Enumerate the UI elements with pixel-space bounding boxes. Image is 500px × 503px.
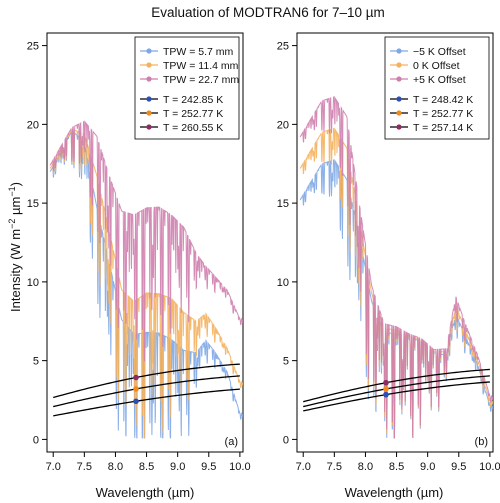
y-tick-label: 10 — [277, 277, 289, 289]
legend-marker — [396, 48, 402, 54]
x-tick-label: 10.0 — [479, 461, 500, 473]
legend-marker — [396, 96, 402, 102]
blackbody-curve — [303, 381, 490, 412]
y-tick-label: 15 — [27, 198, 39, 210]
x-axis-label-right: Wavelength (µm) — [345, 485, 444, 500]
x-axis-label-left: Wavelength (µm) — [96, 485, 195, 500]
temperature-marker — [383, 379, 389, 386]
y-tick-label: 10 — [27, 277, 39, 289]
legend-marker — [146, 62, 152, 68]
legend-label: −5 K Offset — [413, 46, 466, 58]
x-tick-label: 7.5 — [327, 461, 342, 473]
legend-label: T = 242.85 K — [163, 94, 223, 106]
legend-box — [134, 36, 240, 140]
y-axis-label-sup1: −2 — [7, 219, 17, 229]
blackbody-curve — [303, 375, 490, 408]
legend-label: T = 252.77 K — [163, 108, 223, 120]
blackbody-curve — [53, 375, 240, 408]
panel-b: 7.0 7.5 8.0 8.5 9.0 9.5 10.0 0 5 10 15 20 25 (b) −5 K … — [277, 32, 500, 473]
x-tick-label: 8.5 — [389, 461, 404, 473]
y-tick-label: 0 — [283, 434, 289, 446]
panel-label: (a) — [225, 436, 238, 448]
blackbody-curve — [53, 363, 240, 399]
x-tick-label: 9.5 — [201, 461, 216, 473]
x-tick-label: 8.0 — [358, 461, 373, 473]
y-tick-label: 25 — [27, 41, 39, 53]
panel-label: (b) — [475, 436, 488, 448]
legend-label: 0 K Offset — [413, 60, 460, 72]
temperature-marker — [383, 386, 389, 392]
plot-frame — [46, 32, 244, 453]
legend-marker — [146, 96, 152, 102]
x-tick-label: 8.5 — [139, 461, 154, 473]
legend-label: T = 252.77 K — [413, 108, 473, 120]
y-tick-label: 15 — [277, 198, 289, 210]
y-tick-label: 20 — [27, 119, 39, 131]
y-axis-label: Intensity (W m−2 µm−1) — [7, 182, 23, 312]
panel-a: 7.0 7.5 8.0 8.5 9.0 9.5 10.0 0 5 10 15 20 25 (a) TPW =… — [27, 32, 251, 473]
legend-marker — [396, 124, 402, 130]
spectra-group — [299, 96, 493, 439]
legend-box — [384, 36, 490, 140]
legend-marker — [396, 76, 402, 82]
legend-marker — [146, 124, 152, 130]
x-tick-label: 7.0 — [46, 461, 61, 473]
blackbody-curve — [53, 388, 240, 417]
x-tick-label: 9.0 — [420, 461, 435, 473]
temperature-marker — [133, 374, 139, 381]
plot-frame — [296, 32, 494, 453]
y-axis-label-end: ) — [8, 182, 23, 186]
blackbody-curve — [303, 368, 490, 403]
y-tick-label: 25 — [277, 41, 289, 53]
x-tick-label: 7.5 — [77, 461, 92, 473]
legend-marker — [396, 62, 402, 68]
x-tick-label: 7.0 — [296, 461, 311, 473]
legend-marker — [396, 110, 402, 116]
y-tick-label: 0 — [33, 434, 39, 446]
y-axis-label-sup2: −1 — [7, 186, 17, 196]
temperature-marker — [383, 391, 389, 398]
y-tick-label: 20 — [277, 119, 289, 131]
spectrum-line — [49, 120, 243, 362]
legend-marker — [146, 110, 152, 116]
x-tick-label: 10.0 — [229, 461, 250, 473]
legend-marker — [146, 48, 152, 54]
x-tick-label: 8.0 — [108, 461, 123, 473]
y-axis-label-base: Intensity (W m — [8, 229, 23, 312]
x-tick-label: 9.5 — [451, 461, 466, 473]
legend-label: T = 257.14 K — [413, 122, 473, 134]
legend-label: TPW = 22.7 mm — [163, 74, 239, 86]
legend-label: TPW = 5.7 mm — [163, 46, 234, 58]
legend-label: T = 248.42 K — [413, 94, 473, 106]
spectrum-line — [299, 159, 493, 439]
y-tick-label: 5 — [283, 356, 289, 368]
temperature-marker — [133, 398, 139, 405]
spectrum-line — [299, 96, 493, 439]
figure-title: Evaluation of MODTRAN6 for 7–10 µm — [151, 5, 385, 20]
legend-marker — [146, 76, 152, 82]
legend-label: +5 K Offset — [413, 74, 466, 86]
y-tick-label: 5 — [33, 356, 39, 368]
spectra-group — [49, 120, 243, 439]
temperature-marker — [133, 386, 139, 392]
y-axis-label-mid: µm — [8, 197, 23, 219]
legend-label: T = 260.55 K — [163, 122, 223, 134]
legend-label: TPW = 11.4 mm — [163, 60, 239, 72]
x-tick-label: 9.0 — [170, 461, 185, 473]
